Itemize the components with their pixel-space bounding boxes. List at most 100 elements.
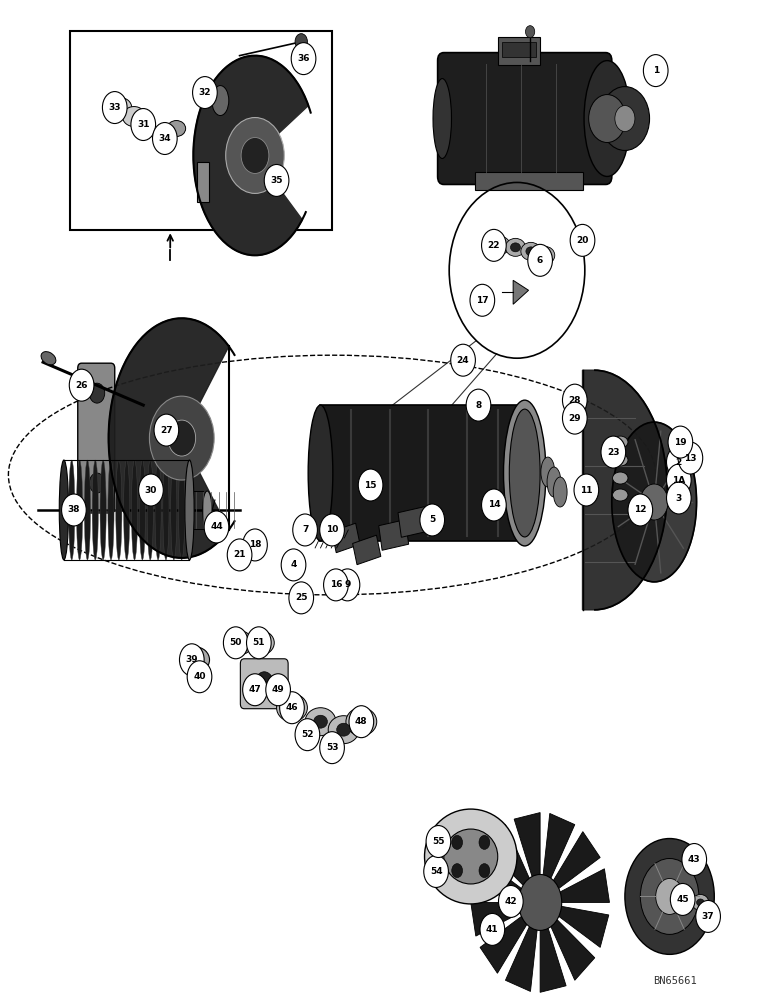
Text: 52: 52 xyxy=(301,730,313,739)
Polygon shape xyxy=(332,523,360,553)
Circle shape xyxy=(266,674,290,706)
Circle shape xyxy=(466,389,491,421)
Ellipse shape xyxy=(285,701,299,714)
Circle shape xyxy=(628,494,652,526)
Ellipse shape xyxy=(147,460,154,560)
Circle shape xyxy=(225,118,284,193)
Ellipse shape xyxy=(180,647,209,673)
Text: 31: 31 xyxy=(137,120,150,129)
Text: 16: 16 xyxy=(330,580,342,589)
Text: 7: 7 xyxy=(302,525,308,534)
Text: 17: 17 xyxy=(476,296,489,305)
Ellipse shape xyxy=(540,251,550,260)
Ellipse shape xyxy=(612,454,628,466)
Ellipse shape xyxy=(541,457,555,487)
Polygon shape xyxy=(554,832,600,888)
Ellipse shape xyxy=(698,901,715,917)
Ellipse shape xyxy=(124,460,130,560)
Text: 46: 46 xyxy=(286,703,298,712)
Circle shape xyxy=(168,420,195,456)
Circle shape xyxy=(666,464,691,496)
Circle shape xyxy=(295,719,320,751)
Ellipse shape xyxy=(547,467,561,497)
Text: 35: 35 xyxy=(270,176,283,185)
Polygon shape xyxy=(472,858,521,899)
Circle shape xyxy=(295,34,307,50)
Polygon shape xyxy=(193,56,308,255)
Text: 4: 4 xyxy=(290,560,296,569)
Text: BN65661: BN65661 xyxy=(653,976,697,986)
Text: 20: 20 xyxy=(577,236,589,245)
Circle shape xyxy=(678,442,703,474)
Circle shape xyxy=(358,469,383,501)
Ellipse shape xyxy=(425,809,517,904)
Text: 38: 38 xyxy=(68,505,80,514)
Text: 55: 55 xyxy=(432,837,445,846)
Circle shape xyxy=(640,859,699,934)
Bar xyxy=(475,172,583,190)
Ellipse shape xyxy=(155,460,161,560)
Text: 40: 40 xyxy=(193,672,206,681)
Circle shape xyxy=(204,511,229,543)
Text: 26: 26 xyxy=(76,381,88,390)
Ellipse shape xyxy=(612,472,628,484)
Circle shape xyxy=(291,43,316,75)
Ellipse shape xyxy=(171,460,177,560)
Polygon shape xyxy=(109,318,229,558)
Circle shape xyxy=(349,706,374,738)
Text: 49: 49 xyxy=(272,685,285,694)
Ellipse shape xyxy=(248,631,274,655)
Polygon shape xyxy=(471,902,520,936)
Circle shape xyxy=(335,569,360,601)
Circle shape xyxy=(426,826,451,858)
Text: 24: 24 xyxy=(457,356,469,365)
Circle shape xyxy=(90,383,105,403)
Ellipse shape xyxy=(510,409,540,537)
Polygon shape xyxy=(513,280,529,304)
Circle shape xyxy=(320,732,344,764)
FancyBboxPatch shape xyxy=(197,162,208,202)
Text: 6: 6 xyxy=(537,256,543,265)
Text: 19: 19 xyxy=(674,438,686,447)
Ellipse shape xyxy=(92,460,98,560)
Ellipse shape xyxy=(526,247,536,256)
Ellipse shape xyxy=(226,631,252,655)
Ellipse shape xyxy=(308,405,333,541)
Text: 28: 28 xyxy=(568,396,581,405)
Circle shape xyxy=(615,106,635,132)
Circle shape xyxy=(246,627,271,659)
Ellipse shape xyxy=(328,716,359,744)
Circle shape xyxy=(90,473,105,493)
Polygon shape xyxy=(583,370,667,610)
Polygon shape xyxy=(559,906,609,947)
Circle shape xyxy=(289,582,313,614)
Text: 37: 37 xyxy=(702,912,714,921)
Circle shape xyxy=(179,644,204,676)
Ellipse shape xyxy=(521,242,541,260)
Text: 14: 14 xyxy=(488,500,500,509)
Text: 18: 18 xyxy=(249,540,261,549)
Circle shape xyxy=(526,26,535,38)
Text: 13: 13 xyxy=(684,454,696,463)
Circle shape xyxy=(574,413,581,423)
Text: 5: 5 xyxy=(429,515,435,524)
Polygon shape xyxy=(543,813,575,878)
Circle shape xyxy=(150,396,214,480)
Ellipse shape xyxy=(692,894,709,910)
Ellipse shape xyxy=(108,460,114,560)
Circle shape xyxy=(670,883,695,915)
Circle shape xyxy=(499,885,523,917)
Text: 10: 10 xyxy=(326,525,338,534)
Circle shape xyxy=(574,395,581,405)
Ellipse shape xyxy=(76,460,83,560)
Circle shape xyxy=(625,839,714,954)
Text: 2: 2 xyxy=(676,458,682,467)
Text: 15: 15 xyxy=(364,481,377,490)
Circle shape xyxy=(320,514,344,546)
Text: 23: 23 xyxy=(607,448,620,457)
Ellipse shape xyxy=(178,460,185,560)
Text: 11: 11 xyxy=(580,486,593,495)
Ellipse shape xyxy=(554,477,567,507)
Circle shape xyxy=(480,913,505,945)
Circle shape xyxy=(424,856,449,887)
